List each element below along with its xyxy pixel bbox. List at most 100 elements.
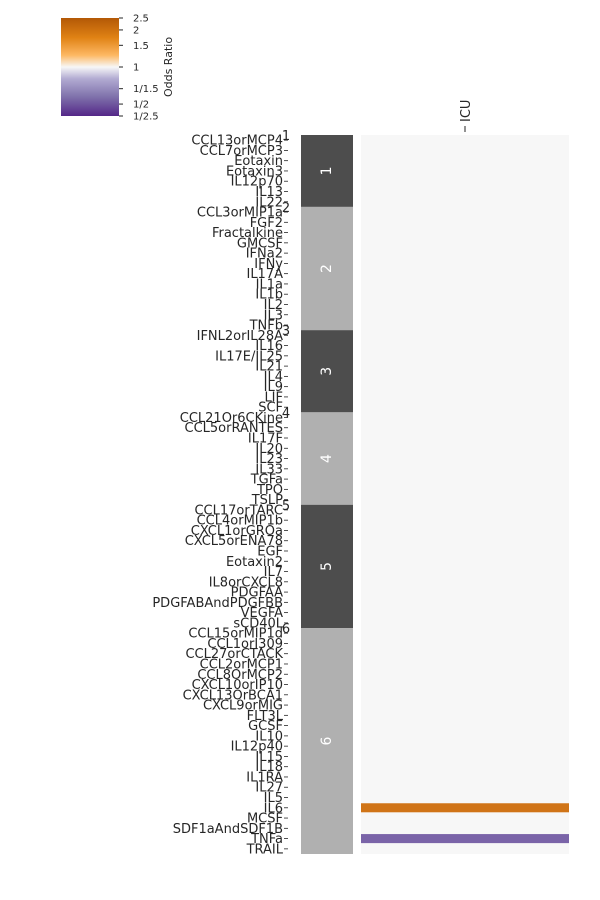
column-labels: ICU (459, 100, 474, 132)
row-label: CCL27orCTACK (185, 647, 283, 662)
colorbar-tick-label: 1.5 (133, 41, 149, 52)
row-label: SDF1aAndSDF1B (173, 822, 283, 837)
row-label: IL4 (264, 370, 283, 385)
row-label: IL18 (255, 760, 283, 775)
cluster-label: 3 (319, 367, 335, 376)
row-label: MCSF (247, 812, 283, 827)
row-label: IL17E/IL25 (215, 349, 283, 364)
cluster-block-1 (301, 135, 353, 207)
row-label: IFNy (254, 257, 283, 272)
cluster-group-label: 5 (282, 499, 290, 514)
row-label: CCL8OrMCP2 (197, 668, 283, 683)
row-label: CCL21Or6CKine (180, 411, 283, 426)
row-label: IL15 (255, 750, 283, 765)
row-label: IL13 (255, 185, 283, 200)
row-label: TSLP (251, 493, 283, 508)
cluster-label: 6 (319, 736, 335, 745)
colorbar-label: Odds Ratio (162, 37, 175, 97)
row-label: IFNL2orIL28A (197, 329, 283, 344)
row-label: TRAIL (246, 842, 284, 857)
row-label: CXCL9orMIG (203, 699, 283, 714)
row-label: IL21 (255, 360, 283, 375)
cluster-block-3 (301, 330, 353, 413)
row-label: CXCL13OrBCA1 (183, 688, 283, 703)
colorbar-tick-label: 2 (133, 25, 139, 36)
cluster-label: 2 (319, 264, 335, 273)
colorbar-ticks: 2.52 1.5 1 1/1.5 1/21/2.5 (119, 14, 159, 123)
cluster-group-label: 1 (282, 129, 290, 144)
row-label: IL1a (256, 277, 283, 292)
row-label: IL1RA (246, 770, 283, 785)
row-label: CXCL5orENA78 (185, 534, 283, 549)
row-label: EGF (257, 544, 283, 559)
colorbar-tick-label: 1/2 (133, 100, 149, 111)
row-label: IL10 (255, 729, 283, 744)
column-label: ICU (459, 100, 474, 122)
row-label: FGF2 (250, 216, 283, 231)
heatmap-background (361, 135, 569, 854)
row-label: CCL3orMIP1a (197, 206, 283, 221)
row-label: IL7 (264, 565, 283, 580)
row-label: IL33 (255, 462, 283, 477)
row-label: TNFa (250, 832, 283, 847)
cluster-label: 1 (319, 166, 335, 175)
row-label: CXCL1orGROa (191, 524, 283, 539)
row-label: PDGFABAndPDGFBB (152, 596, 283, 611)
row-label: TPO (256, 483, 283, 498)
colorbar-gradient (61, 18, 119, 116)
row-label: IL16 (255, 339, 283, 354)
colorbar-tick-label: 2.5 (133, 14, 149, 25)
row-label: IL23 (255, 452, 283, 467)
row-label: GCSF (248, 719, 283, 734)
row-label: IL17A (246, 267, 283, 282)
row-labels: CCL13orMCP41CCL7orMCP3EotaxinEotaxin3IL1… (152, 129, 290, 857)
cluster-group-label: 4 (282, 406, 290, 421)
heatmap-cell (361, 803, 569, 813)
row-label: IL9 (264, 380, 283, 395)
colorbar-tick-label: 1/1.5 (133, 84, 159, 95)
row-label: VEGFA (241, 606, 283, 621)
row-label: SCF (258, 401, 283, 416)
row-label: IL27 (255, 781, 283, 796)
row-label: IL1b (255, 288, 283, 303)
cluster-block-4 (301, 412, 353, 505)
row-label: Eotaxin2 (226, 555, 283, 570)
row-label: TGFa (250, 473, 283, 488)
colorbar-tick-label: 1 (133, 63, 139, 74)
row-label: IL6 (264, 801, 283, 816)
heatmap-cell (361, 834, 569, 844)
row-label: IL12p40 (231, 740, 283, 755)
row-label: IL22 (255, 195, 283, 210)
cluster-group-label: 3 (282, 324, 290, 339)
row-label: FLT3L (247, 709, 284, 724)
row-label: Eotaxin (234, 154, 283, 169)
cluster-group-label: 6 (282, 622, 290, 637)
cluster-block-5 (301, 504, 353, 629)
row-label: IL20 (255, 442, 283, 457)
row-label: IFNa2 (246, 247, 283, 262)
row-label: CCL4orMIP1b (197, 514, 283, 529)
row-label: TNFb (249, 319, 283, 334)
row-label: Eotaxin3 (226, 164, 283, 179)
row-label: CXCL10orIP10 (192, 678, 283, 693)
heatmap (361, 135, 569, 854)
cluster-block-6 (301, 628, 353, 854)
colorbar-tick-label: 1/2.5 (133, 112, 159, 123)
row-label: LIF (264, 390, 283, 405)
row-label: IL17F (248, 432, 283, 447)
row-label: IL5 (264, 791, 283, 806)
row-label: CCL15orMIP1d (188, 627, 283, 642)
cluster-label: 5 (319, 562, 335, 571)
cluster-block-2 (301, 206, 353, 331)
cluster-label: 4 (319, 454, 335, 463)
row-label: sCD40L (233, 616, 283, 631)
colorbar: 2.52 1.5 1 1/1.5 1/21/2.5 Odds Ratio (61, 14, 175, 123)
row-label: GMCSF (237, 236, 283, 251)
row-label: PDGFAA (231, 586, 283, 601)
row-label: IL2 (264, 298, 283, 313)
row-label: IL12p70 (231, 175, 283, 190)
row-label: IL8orCXCL8 (209, 575, 283, 590)
cluster-bar: 1 2 3 4 5 6 (301, 135, 353, 854)
row-label: CCL2orMCP1 (200, 657, 283, 672)
